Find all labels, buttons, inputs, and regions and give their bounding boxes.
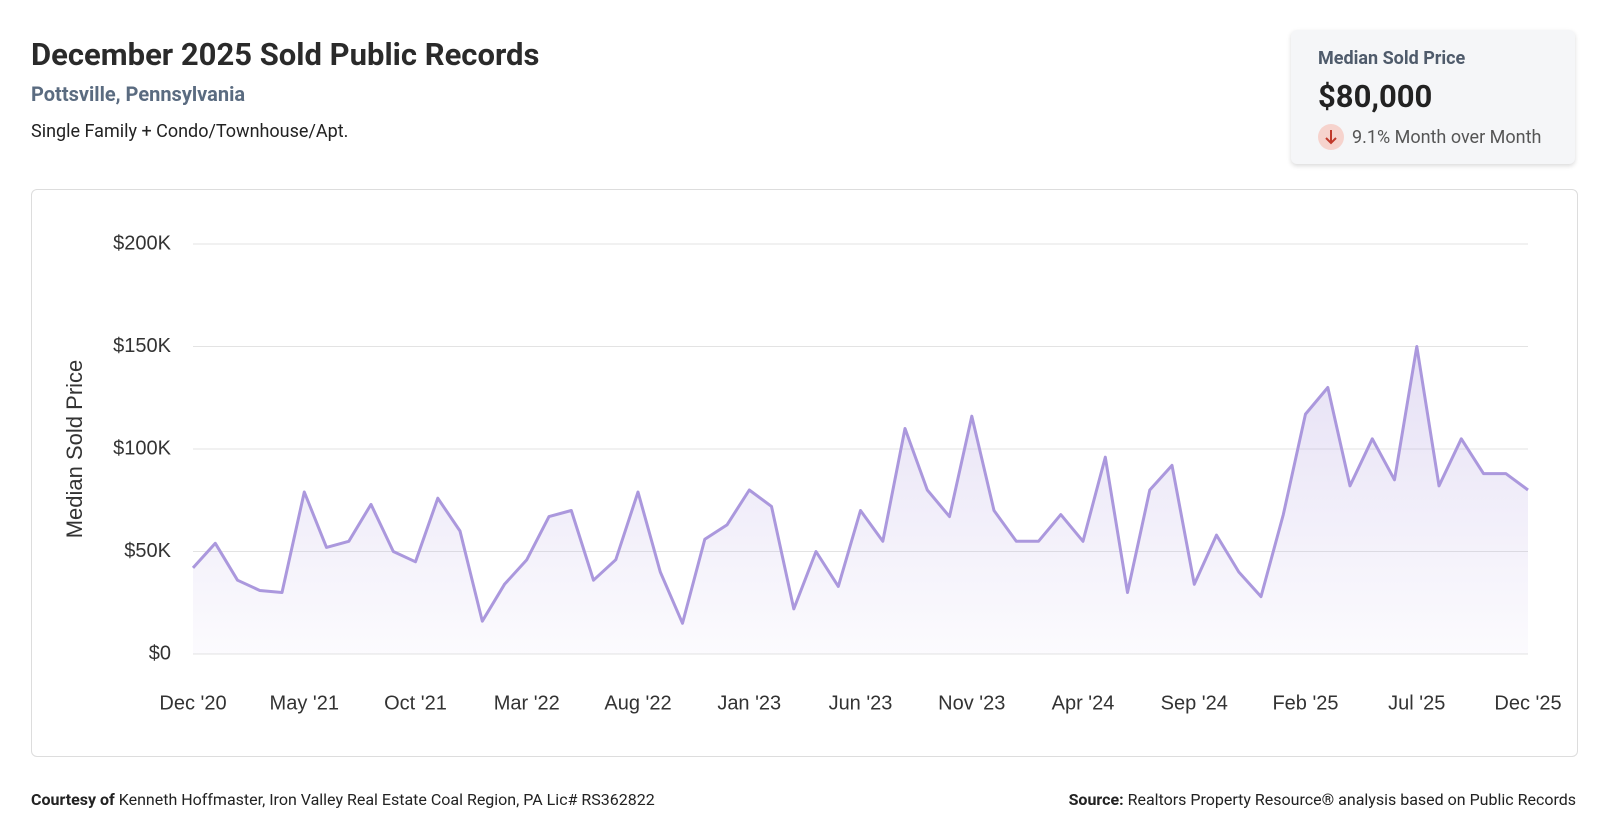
x-tick-label: Dec '20 <box>159 692 226 714</box>
summary-change-row: 9.1% Month over Month <box>1318 124 1541 150</box>
source-text: Realtors Property Resource® analysis bas… <box>1127 790 1576 809</box>
property-types: Single Family + Condo/Townhouse/Apt. <box>31 121 349 142</box>
y-tick-label: $0 <box>149 642 171 664</box>
source-label: Source: <box>1068 790 1124 809</box>
location: Pottsville, Pennsylvania <box>31 82 246 106</box>
x-tick-label: Apr '24 <box>1052 692 1115 714</box>
x-tick-label: Jan '23 <box>717 692 781 714</box>
line <box>191 345 1529 625</box>
courtesy-label: Courtesy of <box>31 790 115 809</box>
x-tick-label: Aug '22 <box>604 692 671 714</box>
x-tick-label: Dec '25 <box>1494 692 1561 714</box>
y-tick-label: $100K <box>113 437 171 459</box>
chart-container <box>31 189 1578 757</box>
y-tick-label: $50K <box>124 540 171 562</box>
y-axis-label: Median Sold Price <box>62 360 87 539</box>
x-tick-label: Nov '23 <box>938 692 1005 714</box>
x-tick-label: Feb '25 <box>1272 692 1338 714</box>
summary-label: Median Sold Price <box>1318 48 1466 69</box>
x-tick-label: Jul '25 <box>1388 692 1445 714</box>
summary-change: 9.1% Month over Month <box>1352 126 1542 148</box>
x-tick-label: Jun '23 <box>829 692 893 714</box>
x-tick-label: Sep '24 <box>1161 692 1228 714</box>
summary-value: $80,000 <box>1318 78 1433 115</box>
courtesy: Courtesy of Kenneth Hoffmaster, Iron Val… <box>31 790 655 809</box>
x-tick-label: May '21 <box>270 692 339 714</box>
summary-card: Median Sold Price $80,000 9.1% Month ove… <box>1291 30 1575 164</box>
x-tick-label: Oct '21 <box>384 692 447 714</box>
source: Source: Realtors Property Resource® anal… <box>1069 790 1576 809</box>
courtesy-text: Kenneth Hoffmaster, Iron Valley Real Est… <box>118 790 655 809</box>
area <box>193 346 1528 654</box>
y-tick-label: $200K <box>113 232 171 254</box>
page-title: December 2025 Sold Public Records <box>31 36 540 73</box>
down-arrow-icon <box>1318 124 1344 150</box>
y-tick-label: $150K <box>113 335 171 357</box>
chart: Median Sold Price $0 $50K $100K $150K $200K D… <box>62 232 1562 714</box>
x-tick-label: Mar '22 <box>494 692 560 714</box>
